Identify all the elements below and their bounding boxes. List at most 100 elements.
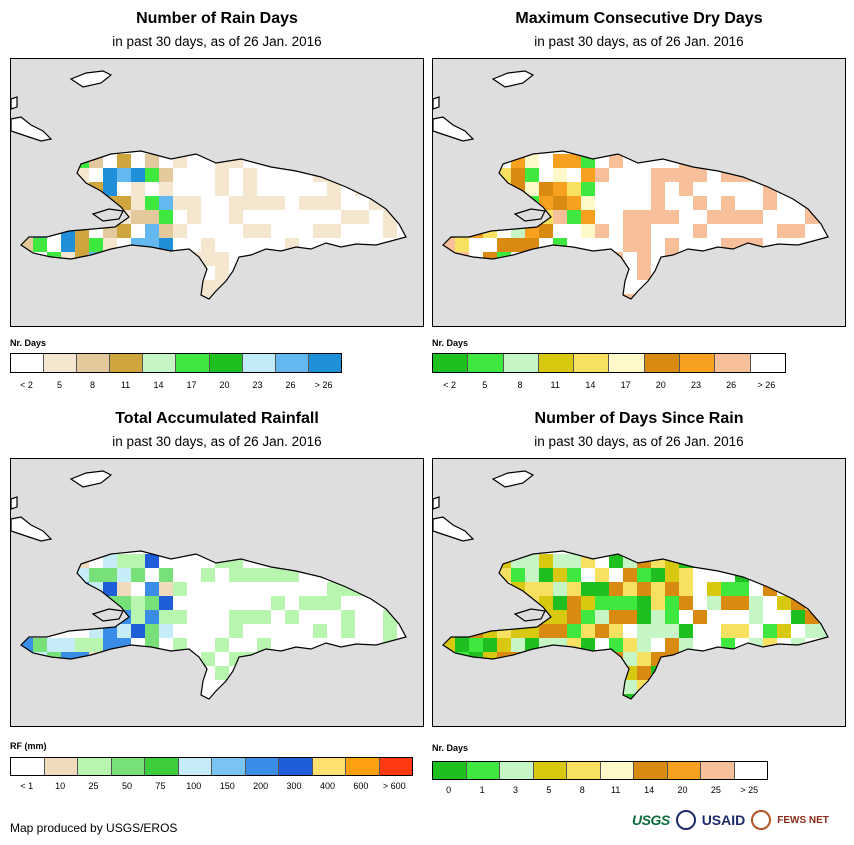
grid-cell <box>637 266 651 280</box>
legend-tick-label: 0 <box>446 785 452 795</box>
grid-cell <box>285 610 299 624</box>
grid-cell <box>609 638 623 652</box>
grid-cell <box>567 666 581 680</box>
grid-cell <box>89 568 103 582</box>
grid-cell <box>539 294 553 299</box>
grid-cell <box>497 238 511 252</box>
grid-cell <box>159 266 173 280</box>
grid-cell <box>567 652 581 666</box>
grid-cell <box>581 666 595 680</box>
grid-cell <box>33 708 47 722</box>
grid-cell <box>805 610 819 624</box>
grid-cell <box>805 582 819 596</box>
grid-cell <box>383 680 397 694</box>
grid-cell <box>145 554 159 568</box>
grid-cell <box>257 196 271 210</box>
grid-cell <box>539 568 553 582</box>
grid-cell <box>567 154 581 168</box>
grid-cell <box>777 224 791 238</box>
grid-cell <box>33 224 47 238</box>
grid-cell <box>455 294 469 299</box>
grid-cell <box>693 554 707 568</box>
grid-cell <box>299 196 313 210</box>
grid-cell <box>443 224 455 238</box>
grid-cell <box>791 568 805 582</box>
grid-cell <box>679 182 693 196</box>
grid-cell <box>47 294 61 299</box>
panel-subtitle: in past 30 days, as of 26 Jan. 2016 <box>112 434 322 449</box>
panel-subtitle: in past 30 days, as of 26 Jan. 2016 <box>534 34 744 49</box>
map-max-dry-days <box>432 58 846 327</box>
grid-cell <box>581 308 595 322</box>
legend-tick-label: 14 <box>585 380 596 390</box>
legend-swatch <box>145 758 179 775</box>
grid-cell <box>623 582 637 596</box>
grid-cell <box>623 596 637 610</box>
grid-cell <box>567 266 581 280</box>
grid-cell <box>103 224 117 238</box>
grid-cell <box>637 638 651 652</box>
grid-cell <box>553 210 567 224</box>
grid-cell <box>511 708 525 722</box>
grid-cell <box>313 252 327 266</box>
grid-cell <box>581 638 595 652</box>
grid-cell <box>145 308 159 322</box>
grid-cell <box>777 554 791 568</box>
grid-cell <box>299 694 313 699</box>
grid-cell <box>117 266 131 280</box>
legend-bar <box>432 761 768 780</box>
grid-cell <box>19 308 33 322</box>
legend-swatch <box>466 762 500 779</box>
grid-cell <box>665 568 679 582</box>
grid-cell <box>21 182 33 196</box>
grid-cell <box>707 582 721 596</box>
legend-swatch <box>533 762 567 779</box>
grid-cell <box>443 568 455 582</box>
grid-cell <box>75 154 89 168</box>
grid-cell <box>145 196 159 210</box>
legend-title: RF (mm) <box>10 741 47 751</box>
grid-cell <box>341 210 355 224</box>
grid-cell <box>21 154 33 168</box>
grid-cell <box>567 610 581 624</box>
grid-cell <box>369 554 383 568</box>
grid-cell <box>159 224 173 238</box>
grid-cell <box>33 568 47 582</box>
grid-cell <box>819 554 828 568</box>
map-days-since-rain <box>432 458 846 727</box>
grid-cell <box>159 210 173 224</box>
grid-cell <box>443 182 455 196</box>
grid-cell <box>131 252 145 266</box>
grid-cell <box>539 266 553 280</box>
grid-cell <box>581 708 595 722</box>
grid-cell <box>243 196 257 210</box>
grid-cell <box>201 652 215 666</box>
grid-cell <box>721 252 735 266</box>
grid-cell <box>609 582 623 596</box>
grid-cell <box>313 666 327 680</box>
hispaniola-land <box>21 151 406 299</box>
grid-cell <box>131 196 145 210</box>
grid-cell <box>173 252 187 266</box>
gonave-island <box>513 608 546 622</box>
logo-strip: USGS USAID FEWS NET <box>632 806 844 834</box>
grid-cell <box>581 168 595 182</box>
grid-cell <box>103 554 117 568</box>
grid-cell <box>443 294 455 299</box>
grid-cell <box>397 610 406 624</box>
grid-cell <box>173 694 187 699</box>
grid-cell <box>497 596 511 610</box>
grid-cell <box>443 624 455 638</box>
grid-cell <box>581 680 595 694</box>
grid-cell <box>131 210 145 224</box>
legend-swatch <box>680 354 716 372</box>
legend-ticks: 0 1 3 5 8 11 14 20 25 > 25 <box>432 785 766 797</box>
grid-cell <box>341 252 355 266</box>
grid-cell <box>131 554 145 568</box>
legend-swatch <box>379 758 412 775</box>
grid-cell <box>469 266 483 280</box>
grid-cell <box>777 624 791 638</box>
grid-cell <box>131 182 145 196</box>
grid-cell <box>159 582 173 596</box>
grid-cell <box>637 210 651 224</box>
